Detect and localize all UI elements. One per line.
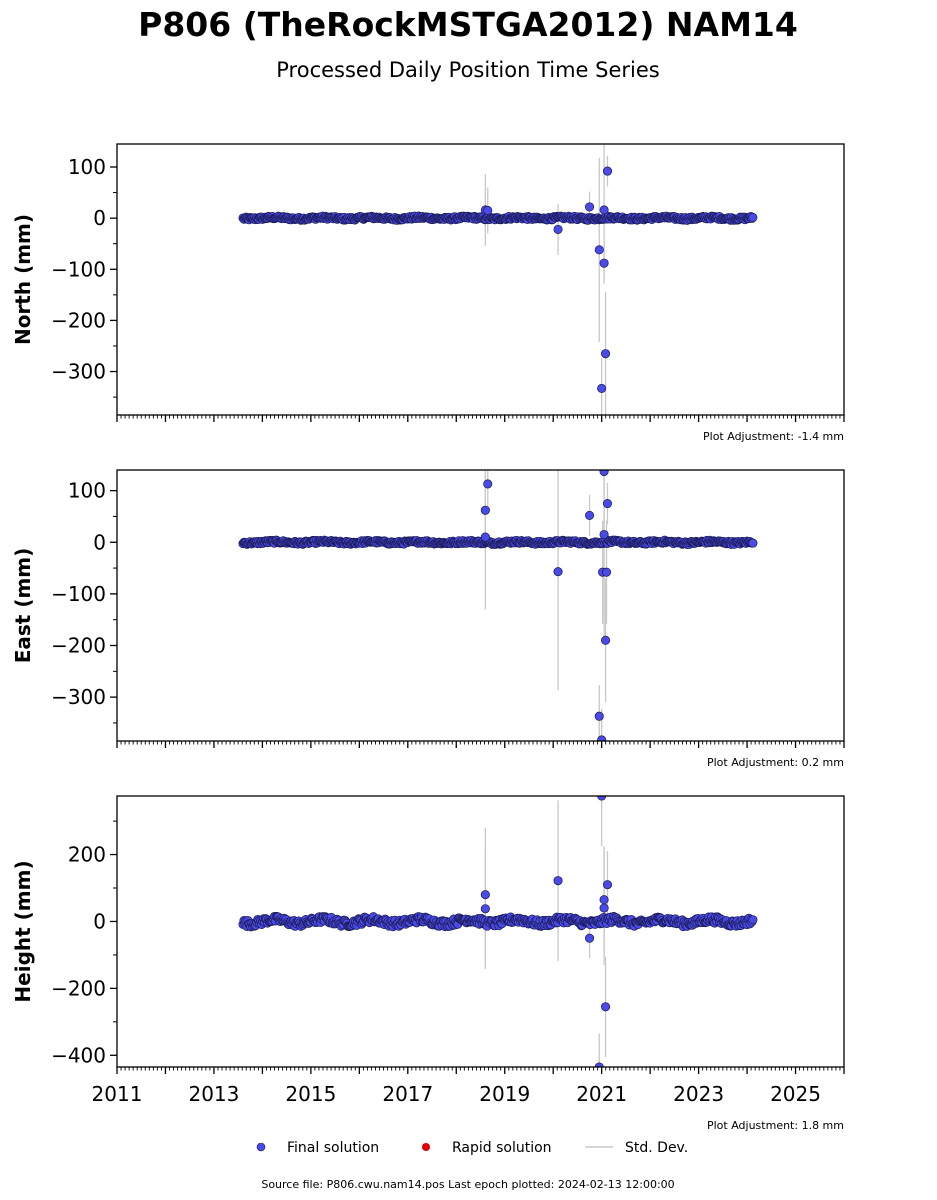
x-tick-label: 2019: [479, 1082, 530, 1106]
height-y-axis-label: Height (mm): [11, 860, 35, 1002]
north-outlier-point: [594, 245, 604, 255]
height-plot-adjustment: Plot Adjustment: 1.8 mm: [707, 1119, 844, 1132]
panels: −300 −200 −100 0 100 North (mm) Plot Adjustmen…: [11, 143, 845, 1132]
east-data-point: [748, 538, 758, 548]
panel-height: −400 −200 0 200 2011 2013 2015 2017 2019 2021 2023…: [11, 795, 845, 1132]
chart-title: P806 (TheRockMSTGA2012) NAM14: [138, 5, 798, 44]
x-tick-label: 2017: [382, 1082, 433, 1106]
legend: Final solution Rapid solution Std. Dev.: [256, 1140, 688, 1156]
legend-rapid-marker: [422, 1143, 430, 1151]
height-outlier-point: [597, 796, 607, 801]
east-outlier-point: [602, 499, 613, 509]
height-outlier-point: [584, 933, 595, 943]
height-axes-frame: [116, 795, 845, 1068]
east-outlier-point: [553, 567, 563, 577]
height-y-tick-label: −400: [51, 1043, 106, 1067]
height-plot-area: [238, 796, 758, 1067]
legend-stddev-label: Std. Dev.: [625, 1140, 688, 1156]
north-outlier-point: [600, 349, 611, 359]
x-tick-label: 2013: [188, 1082, 239, 1106]
east-plot-adjustment: Plot Adjustment: 0.2 mm: [707, 756, 844, 769]
panel-north: −300 −200 −100 0 100 North (mm) Plot Adjustmen…: [11, 143, 845, 443]
legend-final-label: Final solution: [287, 1140, 379, 1156]
x-tick-label: 2011: [92, 1082, 143, 1106]
east-outlier-point: [594, 711, 604, 721]
east-outlier-point: [600, 635, 611, 645]
east-outlier-point: [599, 529, 609, 540]
panel-east: −300 −200 −100 0 100 East (mm) Plot Adjustment…: [11, 469, 845, 769]
north-y-tick-label: 100: [68, 155, 106, 179]
north-outlier-point: [597, 383, 607, 393]
north-plot-adjustment: Plot Adjustment: -1.4 mm: [703, 430, 844, 443]
north-y-tick-label: 0: [93, 206, 106, 230]
east-outlier-point: [597, 735, 607, 741]
east-plot-area: [238, 470, 758, 741]
north-outlier-point: [599, 205, 609, 215]
north-y-tick-label: −300: [51, 360, 106, 384]
height-outlier-point: [599, 903, 609, 913]
east-outlier-point: [483, 479, 493, 489]
east-outlier-point: [601, 567, 612, 577]
north-outlier-point: [553, 224, 563, 234]
east-y-tick-label: 100: [68, 479, 106, 503]
east-y-tick-label: −200: [51, 634, 106, 658]
x-tick-label: 2025: [770, 1082, 821, 1106]
east-outlier-point: [599, 470, 609, 477]
x-tick-label: 2015: [285, 1082, 336, 1106]
north-outlier-point: [599, 258, 609, 268]
east-outlier-point: [480, 505, 490, 515]
east-y-tick-label: 0: [93, 530, 106, 554]
height-outlier-point: [480, 904, 490, 914]
height-y-tick-label: 200: [68, 843, 106, 867]
height-outlier-point: [553, 876, 563, 886]
chart-subtitle: Processed Daily Position Time Series: [276, 58, 660, 82]
height-data-point: [748, 915, 758, 925]
height-outlier-point: [480, 890, 490, 900]
east-y-tick-label: −300: [51, 685, 106, 709]
north-outlier-point: [602, 166, 613, 176]
north-y-tick-label: −200: [51, 308, 106, 332]
legend-rapid-label: Rapid solution: [452, 1140, 552, 1156]
north-axes-frame: [116, 143, 845, 416]
x-tick-label: 2023: [673, 1082, 724, 1106]
north-plot-area: [238, 144, 758, 415]
height-y-tick-label: −200: [51, 976, 106, 1000]
east-outlier-point: [584, 510, 595, 520]
east-y-axis-label: East (mm): [11, 548, 35, 664]
height-outlier-point: [602, 880, 613, 890]
east-y-tick-label: −100: [51, 582, 106, 606]
east-axes-frame: [116, 469, 845, 742]
height-y-tick-label: 0: [93, 909, 106, 933]
north-y-axis-label: North (mm): [11, 214, 35, 345]
north-outlier-point: [483, 205, 493, 216]
legend-final-marker: [256, 1142, 266, 1152]
north-outlier-point: [584, 202, 595, 212]
east-outlier-point: [480, 532, 490, 542]
height-outlier-point: [594, 1062, 604, 1067]
north-data-point: [748, 212, 758, 222]
source-footer: Source file: P806.cwu.nam14.pos Last epo…: [261, 1178, 674, 1191]
x-tick-label: 2021: [576, 1082, 627, 1106]
height-outlier-point: [599, 895, 609, 905]
height-outlier-point: [600, 1002, 611, 1012]
north-y-tick-label: −100: [51, 257, 106, 281]
